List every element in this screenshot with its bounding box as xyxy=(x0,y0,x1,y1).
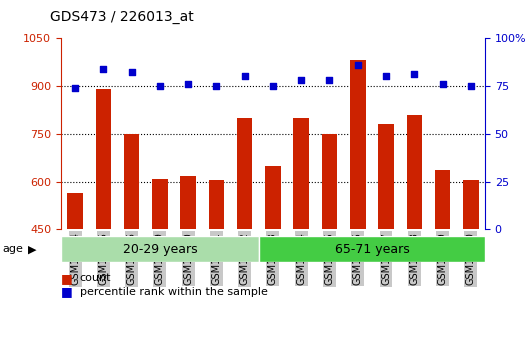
Bar xyxy=(259,236,485,262)
Text: 65-71 years: 65-71 years xyxy=(334,243,409,256)
Bar xyxy=(322,134,337,229)
Bar xyxy=(124,134,139,229)
Bar xyxy=(61,236,259,262)
Point xyxy=(241,73,249,79)
Point xyxy=(71,85,80,90)
Bar xyxy=(95,89,111,229)
Bar xyxy=(152,179,167,229)
Bar xyxy=(435,170,450,229)
Point xyxy=(212,83,220,89)
Text: percentile rank within the sample: percentile rank within the sample xyxy=(80,287,267,296)
Text: 20-29 years: 20-29 years xyxy=(122,243,197,256)
Point xyxy=(297,77,305,83)
Bar xyxy=(378,124,394,229)
Point xyxy=(269,83,277,89)
Bar xyxy=(237,118,252,229)
Point xyxy=(127,70,136,75)
Point xyxy=(325,77,334,83)
Point xyxy=(184,81,192,87)
Bar xyxy=(407,115,422,229)
Text: ■: ■ xyxy=(61,272,73,285)
Point xyxy=(438,81,447,87)
Text: GDS473 / 226013_at: GDS473 / 226013_at xyxy=(50,10,194,24)
Bar xyxy=(294,118,309,229)
Text: ■: ■ xyxy=(61,285,73,298)
Point xyxy=(156,83,164,89)
Bar xyxy=(209,180,224,229)
Text: ▶: ▶ xyxy=(28,244,37,254)
Text: count: count xyxy=(80,274,111,283)
Text: age: age xyxy=(3,244,23,254)
Bar xyxy=(180,176,196,229)
Point xyxy=(382,73,390,79)
Bar xyxy=(350,60,366,229)
Point xyxy=(354,62,362,68)
Point xyxy=(99,66,108,71)
Bar xyxy=(265,166,281,229)
Point xyxy=(410,71,419,77)
Bar xyxy=(67,193,83,229)
Point xyxy=(466,83,475,89)
Bar xyxy=(463,180,479,229)
